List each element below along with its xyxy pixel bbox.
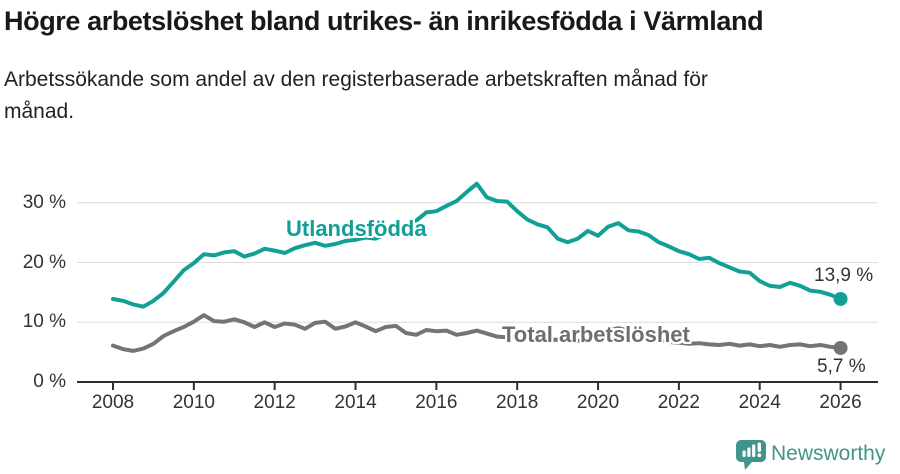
chart-title: Högre arbetslöshet bland utrikes- än inr… [4, 6, 764, 36]
y-axis-label: 30 % [22, 191, 66, 213]
chart-subtitle: Arbetssökande som andel av den registerb… [4, 68, 708, 123]
bar-chart-glyph [742, 450, 746, 457]
end-value-label-utlandsfodda: 13,9 % [814, 265, 874, 286]
x-axis-label: 2024 [738, 392, 781, 413]
x-axis-label: 2018 [496, 392, 539, 413]
speech-bubble-shape [736, 440, 766, 470]
x-axis-label: 2016 [415, 392, 458, 413]
y-axis-label: 20 % [22, 251, 66, 273]
x-axis-label: 2026 [819, 392, 862, 413]
x-axis-label: 2012 [253, 392, 296, 413]
y-axis-label: 10 % [22, 311, 66, 333]
utlandsfodda-end-dot [833, 291, 848, 306]
x-axis-label: 2020 [576, 392, 620, 413]
y-axis-label: 0 % [33, 371, 66, 392]
newsworthy-logo-icon[interactable] [734, 437, 768, 471]
x-axis-label: 2008 [91, 392, 135, 413]
x-axis-label: 2014 [334, 392, 377, 413]
series-label-utlandsfodda: Utlandsfödda [286, 216, 427, 241]
series-label-total-arbetsloshet: Total arbetslöshet [502, 322, 690, 347]
total-end-dot [833, 340, 848, 355]
x-axis-label: 2010 [172, 392, 215, 413]
utlandsfodda-line [111, 181, 843, 309]
x-axis-label: 2022 [657, 392, 701, 413]
total-line [111, 313, 843, 353]
end-value-label-total: 5,7 % [817, 356, 866, 377]
exclamation-glyph [757, 442, 761, 452]
newsworthy-logo-text[interactable]: Newsworthy [771, 442, 886, 465]
